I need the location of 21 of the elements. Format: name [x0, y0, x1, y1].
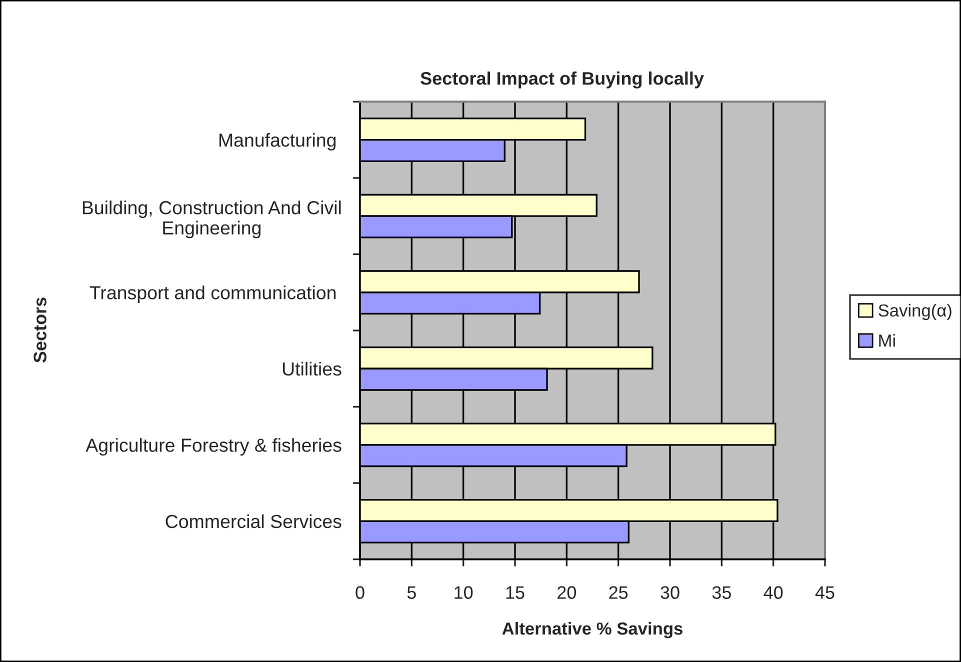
y-tick-label: Transport and communication — [90, 286, 336, 304]
x-tick-label: 10 — [454, 586, 473, 599]
x-tick-label: 35 — [712, 586, 731, 599]
legend-label: Mi — [879, 334, 895, 347]
x-axis-title: Alternative % Savings — [502, 622, 682, 638]
x-tick-label: 20 — [558, 586, 576, 599]
y-axis-title: Sectors — [34, 298, 46, 363]
y-tick-label: Manufacturing — [219, 133, 336, 151]
y-tick-label: Utilities — [282, 362, 342, 376]
x-tick-label: 25 — [609, 586, 628, 599]
x-tick-label: 40 — [764, 586, 783, 599]
x-tick-label: 30 — [660, 586, 680, 599]
x-tick-label: 0 — [356, 586, 364, 599]
y-tick-label: Agriculture Forestry & fisheries — [86, 438, 342, 456]
chart-title: Sectoral Impact of Buying locally — [420, 72, 704, 88]
legend-label: Saving(α) — [878, 304, 952, 320]
y-tick-label: Building, Construction And Civil Engineering — [82, 200, 341, 238]
y-tick-label: Commercial Services — [166, 514, 342, 528]
x-tick-label: 15 — [506, 586, 524, 599]
x-tick-label: 5 — [407, 586, 416, 599]
x-tick-label: 45 — [815, 586, 834, 599]
